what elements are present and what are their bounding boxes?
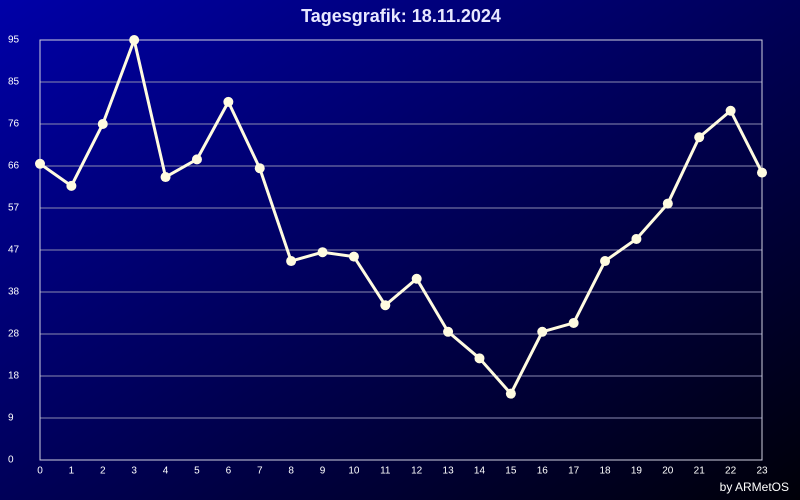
data-point [317,247,328,258]
y-tick-label: 85 [8,77,20,88]
x-tick-label: 13 [443,466,455,477]
data-point [286,256,297,267]
data-point [725,105,736,116]
data-point [223,96,234,107]
data-point [160,172,171,183]
y-tick-label: 76 [8,119,20,130]
x-tick-label: 17 [568,466,580,477]
x-tick-label: 23 [756,466,768,477]
x-tick-label: 3 [131,466,137,477]
x-tick-label: 8 [288,466,294,477]
x-tick-label: 14 [474,466,486,477]
data-line [39,38,764,396]
y-tick-label: 28 [8,329,20,340]
y-tick-label: 38 [8,287,20,298]
data-point [631,233,642,244]
x-tick-label: 20 [662,466,674,477]
x-tick-label: 9 [320,466,326,477]
data-point [35,158,45,169]
x-tick-label: 1 [69,466,75,477]
data-point [348,251,359,262]
x-tick-label: 11 [380,466,391,477]
x-tick-label: 7 [257,466,263,477]
x-tick-label: 5 [194,466,200,477]
data-point [411,273,422,284]
data-point [97,119,108,129]
y-tick-label: 57 [8,203,20,214]
data-point [474,353,485,364]
data-point [129,35,140,45]
x-tick-label: 12 [411,466,423,477]
data-point [568,317,579,328]
x-tick-label: 18 [599,466,611,477]
x-tick-label: 4 [163,466,169,477]
y-tick-label: 9 [8,413,14,424]
x-tick-label: 16 [537,466,549,477]
data-point [505,388,516,399]
data-point [757,167,767,178]
y-tick-label: 95 [8,35,20,46]
y-tick-label: 47 [8,245,20,256]
x-tick-label: 0 [37,466,43,477]
y-tick-label: 66 [8,161,20,172]
x-tick-label: 15 [505,466,517,477]
chart-title: Tagesgrafik: 18.11.2024 [301,6,501,26]
x-tick-label: 6 [226,466,232,477]
data-point [537,326,548,337]
x-tick-label: 2 [100,466,106,477]
x-tick-label: 19 [631,466,643,477]
x-tick-label: 10 [348,466,360,477]
data-point [380,300,391,311]
y-tick-label: 0 [8,455,14,466]
y-tick-label: 18 [8,371,20,382]
data-point [191,154,202,165]
plot-border [39,39,763,461]
data-point [66,180,77,191]
data-point [443,326,454,337]
data-point [694,132,705,143]
data-point [254,163,265,174]
data-point [662,198,673,209]
x-tick-label: 21 [694,466,706,477]
credit: by ARMetOS [720,480,789,494]
x-tick-label: 22 [725,466,737,477]
data-point [600,256,611,267]
